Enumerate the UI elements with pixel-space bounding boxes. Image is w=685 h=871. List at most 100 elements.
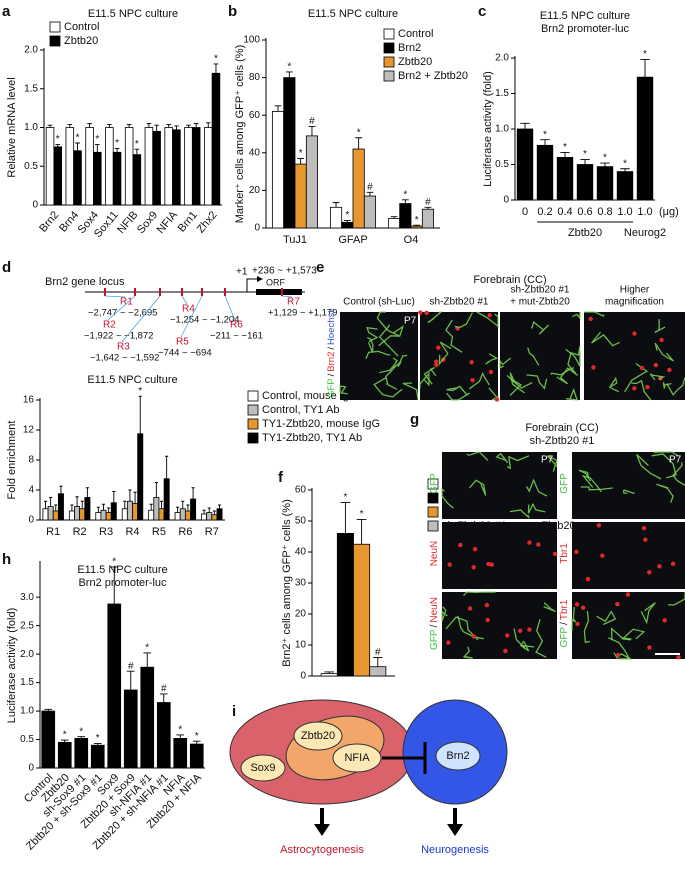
bar — [137, 433, 144, 521]
panel-label: a — [2, 3, 11, 20]
cell-process — [366, 336, 374, 353]
locus-title: Brn2 gene locus — [45, 276, 125, 288]
bar — [73, 150, 82, 206]
cell-process — [640, 602, 656, 625]
panel-label: f — [278, 469, 284, 486]
bar — [95, 512, 102, 521]
legend-label: Brn2 + Zbtb20 — [398, 70, 468, 82]
error-bar — [154, 482, 158, 498]
region-name: R6 — [230, 320, 243, 331]
nucleus — [659, 337, 664, 343]
x-tick-label: Brn2 — [37, 209, 61, 235]
bar — [163, 478, 170, 521]
nucleus — [588, 316, 593, 322]
error-bar — [207, 507, 211, 513]
significance-mark: * — [415, 215, 419, 226]
significance-mark: # — [128, 661, 134, 672]
bar — [294, 163, 307, 229]
cell-process — [457, 615, 484, 640]
nucleus — [471, 565, 476, 570]
legend-swatch — [427, 478, 439, 490]
cell-process — [446, 385, 468, 396]
region-range: −1,922 ~ −1,872 — [84, 331, 153, 342]
nucleus — [662, 618, 667, 623]
error-bar — [123, 500, 127, 509]
y-tick-label: 60 — [249, 110, 261, 121]
cell-process — [445, 616, 479, 641]
column-header: magnification — [605, 297, 664, 308]
error-bar — [75, 496, 79, 507]
legend-swatch — [247, 404, 259, 416]
tss-label: +1 — [236, 267, 248, 278]
nucleus — [647, 645, 652, 650]
legend-label: Control, mouse IgG — [262, 390, 357, 402]
y-tick-label: 10 — [295, 640, 307, 651]
x-unit: (μg) — [659, 206, 679, 218]
bar — [152, 130, 161, 206]
region-range: −1,642 ~ −1,592 — [90, 353, 159, 364]
bar — [336, 533, 354, 677]
nucleus — [472, 546, 478, 552]
legend-label: Control — [398, 28, 433, 40]
node-label: NFIA — [344, 752, 370, 764]
cell-process — [427, 311, 443, 324]
bar — [536, 144, 554, 201]
bar — [74, 737, 89, 769]
cell-process — [596, 610, 617, 626]
error-bar — [75, 142, 80, 151]
nucleus — [670, 561, 676, 566]
legend-swatch — [383, 56, 395, 68]
error-bar — [202, 509, 206, 514]
error-bar — [154, 124, 159, 132]
significance-mark: * — [563, 142, 567, 153]
error-bar — [413, 224, 421, 227]
bar — [45, 127, 55, 206]
legend-swatch — [383, 42, 395, 54]
bar — [140, 666, 155, 769]
x-tick-label: R5 — [152, 526, 166, 538]
error-bar — [112, 491, 116, 503]
y-axis-label: Luciferase activity (fold) — [482, 71, 494, 187]
error-bar — [143, 652, 152, 668]
row-label: GFP — [559, 473, 570, 494]
bar — [153, 497, 160, 521]
nucleus — [447, 562, 452, 567]
legend-label: Control, TY1 Ab — [262, 404, 339, 416]
error-bar — [213, 63, 219, 74]
error-bar — [580, 159, 590, 165]
nucleus — [488, 369, 494, 375]
cell-process — [621, 628, 646, 641]
cell-process — [366, 326, 379, 343]
nucleus — [494, 397, 500, 402]
nucleus — [574, 549, 579, 555]
bar — [271, 111, 285, 229]
cell-process — [441, 487, 454, 509]
cell-process — [446, 392, 471, 401]
bar — [184, 127, 193, 206]
bar — [283, 77, 296, 229]
x-tick-label: GFAP — [338, 234, 367, 246]
orf-box — [256, 289, 302, 295]
significance-mark: * — [63, 730, 67, 741]
error-bar — [356, 519, 367, 545]
orf-label: ORF — [266, 277, 286, 287]
legend-swatch — [247, 390, 259, 402]
panel-label: g — [410, 411, 419, 428]
nucleus — [503, 648, 508, 654]
significance-mark: * — [583, 149, 587, 160]
stain-channel: GFP — [326, 378, 337, 398]
row-channel: Tbr1 — [559, 599, 570, 620]
region-range: +1,129 ~ +1,179 — [268, 308, 337, 319]
x-tick-label: NFIA — [155, 209, 181, 236]
cell-process — [591, 331, 621, 347]
row-label: Tbr1 — [559, 543, 570, 564]
chart-title: E11.5 NPC culture — [308, 8, 398, 20]
significance-mark: * — [138, 386, 142, 397]
error-bar — [126, 670, 135, 690]
cell-process — [525, 478, 548, 497]
nucleus — [485, 617, 490, 623]
error-bar — [640, 58, 650, 78]
x-tick-label: 1.0 — [617, 206, 632, 218]
chart-title: E11.5 NPC culture — [540, 10, 630, 22]
error-bar — [366, 191, 374, 197]
